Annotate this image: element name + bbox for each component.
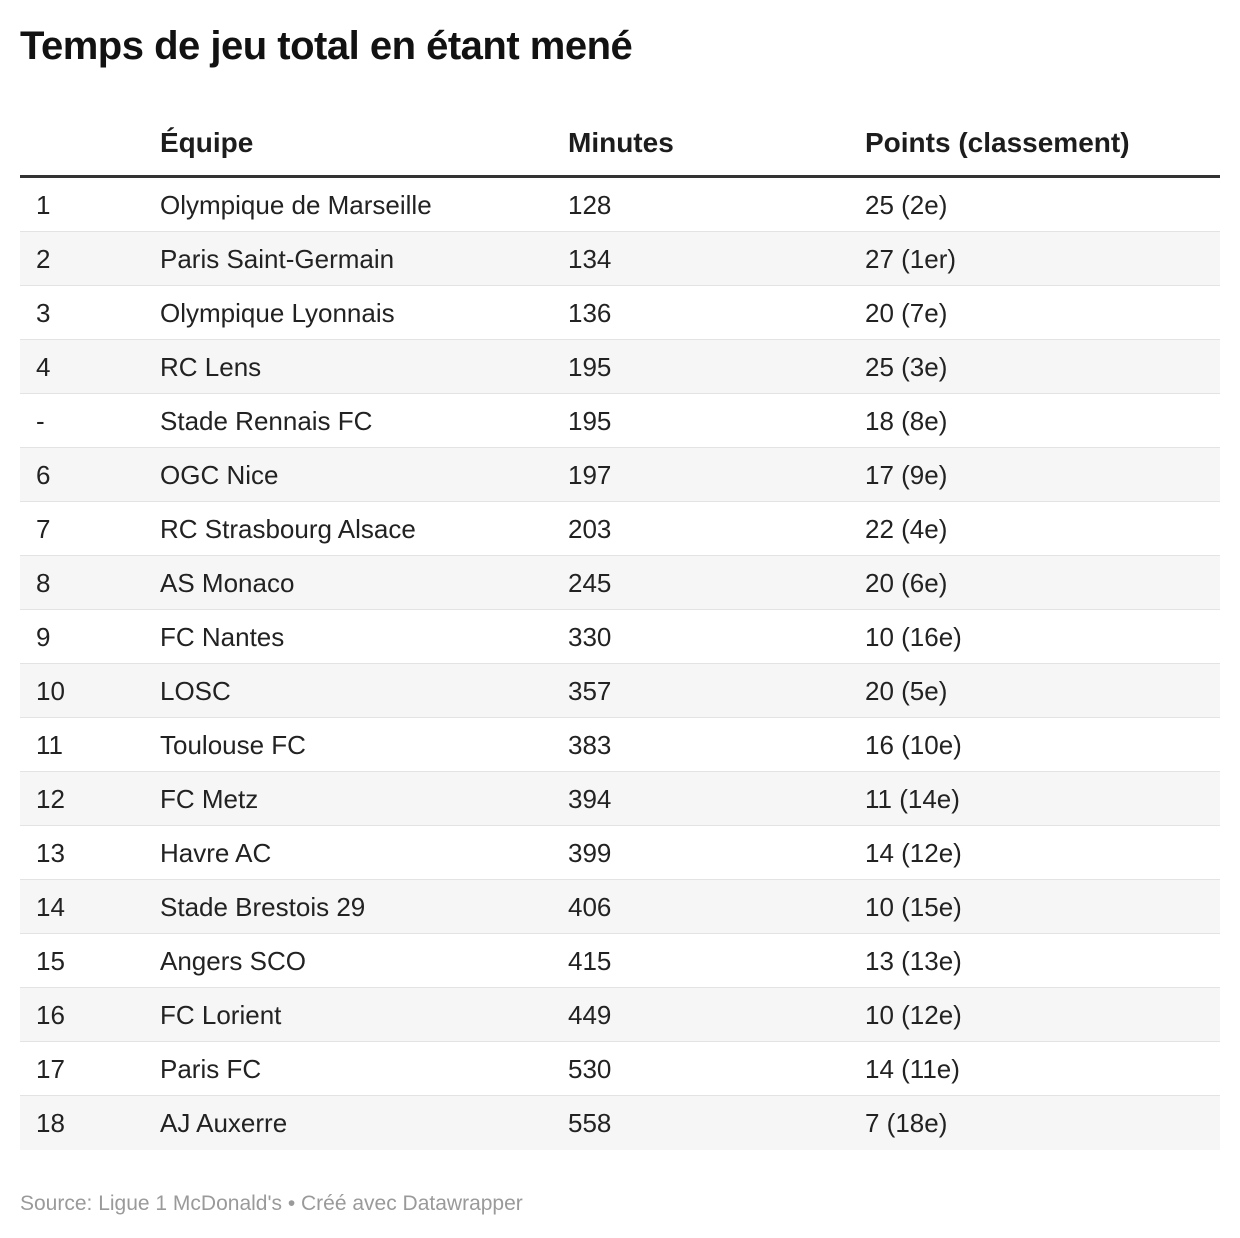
- cell-minutes: 197: [568, 460, 612, 490]
- table-body: 1 Olympique de Marseille 128 25 (2e) 2 Paris …: [20, 178, 1220, 1150]
- cell-minutes: 195: [568, 352, 612, 382]
- cell-rank: 17: [36, 1054, 65, 1084]
- table-row: 10 LOSC 357 20 (5e): [20, 664, 1220, 718]
- table-row: 14 Stade Brestois 29 406 10 (15e): [20, 880, 1220, 934]
- table-row: 16 FC Lorient 449 10 (12e): [20, 988, 1220, 1042]
- header-points: Points (classement): [865, 127, 1130, 158]
- table-row: 3 Olympique Lyonnais 136 20 (7e): [20, 286, 1220, 340]
- cell-team: Havre AC: [160, 838, 272, 868]
- cell-team: Stade Rennais FC: [160, 406, 373, 436]
- cell-minutes: 399: [568, 838, 612, 868]
- table-row: 18 AJ Auxerre 558 7 (18e): [20, 1096, 1220, 1150]
- cell-minutes: 449: [568, 1000, 612, 1030]
- header-minutes: Minutes: [568, 127, 674, 158]
- cell-points: 13 (13e): [865, 946, 962, 976]
- cell-points: 16 (10e): [865, 730, 962, 760]
- cell-team: LOSC: [160, 676, 231, 706]
- cell-points: 14 (12e): [865, 838, 962, 868]
- cell-points: 22 (4e): [865, 514, 948, 544]
- table-row: 11 Toulouse FC 383 16 (10e): [20, 718, 1220, 772]
- cell-team: OGC Nice: [160, 460, 279, 490]
- cell-team: Toulouse FC: [160, 730, 306, 760]
- cell-team: FC Nantes: [160, 622, 285, 652]
- cell-minutes: 415: [568, 946, 612, 976]
- cell-points: 11 (14e): [865, 784, 960, 814]
- cell-rank: 12: [36, 784, 65, 814]
- cell-minutes: 136: [568, 298, 612, 328]
- cell-minutes: 245: [568, 568, 612, 598]
- cell-minutes: 394: [568, 784, 612, 814]
- cell-minutes: 357: [568, 676, 612, 706]
- cell-rank: 3: [36, 298, 51, 328]
- cell-points: 14 (11e): [865, 1054, 960, 1084]
- cell-rank: 18: [36, 1108, 65, 1138]
- cell-rank: 16: [36, 1000, 65, 1030]
- cell-team: FC Lorient: [160, 1000, 282, 1030]
- cell-rank: 7: [36, 514, 51, 544]
- cell-minutes: 406: [568, 892, 612, 922]
- cell-rank: 13: [36, 838, 65, 868]
- cell-team: FC Metz: [160, 784, 259, 814]
- cell-minutes: 330: [568, 622, 612, 652]
- table-row: 7 RC Strasbourg Alsace 203 22 (4e): [20, 502, 1220, 556]
- cell-points: 20 (7e): [865, 298, 948, 328]
- cell-minutes: 128: [568, 190, 612, 220]
- cell-rank: 1: [36, 190, 51, 220]
- source-note: Source: Ligue 1 McDonald's • Créé avec D…: [20, 1192, 523, 1215]
- table-row: 4 RC Lens 195 25 (3e): [20, 340, 1220, 394]
- cell-rank: 4: [36, 352, 51, 382]
- table-row: 2 Paris Saint-Germain 134 27 (1er): [20, 232, 1220, 286]
- table-row: 13 Havre AC 399 14 (12e): [20, 826, 1220, 880]
- table-row: 15 Angers SCO 415 13 (13e): [20, 934, 1220, 988]
- cell-minutes: 203: [568, 514, 612, 544]
- table-row: 1 Olympique de Marseille 128 25 (2e): [20, 178, 1220, 232]
- cell-team: RC Strasbourg Alsace: [160, 514, 416, 544]
- cell-points: 10 (15e): [865, 892, 962, 922]
- cell-minutes: 383: [568, 730, 612, 760]
- cell-points: 10 (16e): [865, 622, 962, 652]
- cell-rank: 6: [36, 460, 51, 490]
- cell-rank: -: [36, 406, 45, 436]
- table-row: 17 Paris FC 530 14 (11e): [20, 1042, 1220, 1096]
- cell-minutes: 558: [568, 1108, 612, 1138]
- cell-points: 18 (8e): [865, 406, 948, 436]
- table-row: 12 FC Metz 394 11 (14e): [20, 772, 1220, 826]
- cell-team: Paris Saint-Germain: [160, 244, 395, 274]
- cell-points: 27 (1er): [865, 244, 957, 274]
- cell-team: Olympique de Marseille: [160, 190, 432, 220]
- cell-rank: 15: [36, 946, 65, 976]
- chart-title: Temps de jeu total en étant mené: [20, 24, 633, 68]
- cell-team: Angers SCO: [160, 946, 306, 976]
- cell-points: 17 (9e): [865, 460, 948, 490]
- cell-team: Paris FC: [160, 1054, 262, 1084]
- cell-rank: 8: [36, 568, 51, 598]
- cell-rank: 2: [36, 244, 51, 274]
- cell-points: 25 (2e): [865, 190, 948, 220]
- cell-points: 25 (3e): [865, 352, 948, 382]
- cell-rank: 9: [36, 622, 51, 652]
- cell-team: AJ Auxerre: [160, 1108, 288, 1138]
- header-team: Équipe: [160, 127, 254, 158]
- cell-points: 20 (6e): [865, 568, 948, 598]
- cell-rank: 10: [36, 676, 65, 706]
- cell-minutes: 195: [568, 406, 612, 436]
- cell-rank: 14: [36, 892, 65, 922]
- cell-team: RC Lens: [160, 352, 262, 382]
- cell-rank: 11: [36, 730, 63, 760]
- table-row: 9 FC Nantes 330 10 (16e): [20, 610, 1220, 664]
- cell-points: 7 (18e): [865, 1108, 948, 1138]
- cell-team: AS Monaco: [160, 568, 295, 598]
- table-header: Équipe Minutes Points (classement): [20, 112, 1220, 178]
- data-table: Équipe Minutes Points (classement) 1 Olym…: [20, 112, 1220, 1150]
- cell-team: Olympique Lyonnais: [160, 298, 395, 328]
- table-row: - Stade Rennais FC 195 18 (8e): [20, 394, 1220, 448]
- cell-points: 10 (12e): [865, 1000, 962, 1030]
- table-row: 6 OGC Nice 197 17 (9e): [20, 448, 1220, 502]
- cell-minutes: 530: [568, 1054, 612, 1084]
- cell-points: 20 (5e): [865, 676, 948, 706]
- table-row: 8 AS Monaco 245 20 (6e): [20, 556, 1220, 610]
- cell-team: Stade Brestois 29: [160, 892, 366, 922]
- cell-minutes: 134: [568, 244, 612, 274]
